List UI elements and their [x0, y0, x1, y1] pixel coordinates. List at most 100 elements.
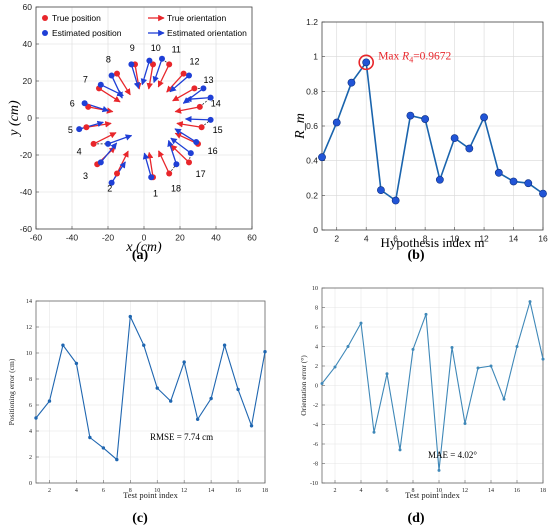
x-tick-label: 10: [436, 488, 442, 494]
data-point: [489, 364, 493, 368]
data-point: [155, 386, 159, 390]
x-tick-label: 8: [423, 234, 428, 244]
x-tick-label: 18: [540, 488, 546, 494]
y-tick-label: -20: [20, 150, 33, 160]
test-point-label: 13: [203, 75, 213, 85]
true-position-point: [114, 170, 120, 177]
x-axis-label: Test point index: [123, 490, 178, 500]
estimated-orientation-arrow: [167, 139, 178, 165]
y-tick-label: 10: [312, 286, 318, 292]
test-point-label: 11: [172, 44, 181, 54]
data-point: [128, 314, 132, 319]
max-annotation: Max R4=0.9672: [378, 50, 451, 64]
y-tick-label: 1: [313, 52, 318, 62]
x-axis-label: x (cm): [125, 240, 162, 255]
estimated-orientation-arrow: [142, 152, 152, 178]
y-tick-label: -2: [313, 403, 318, 409]
true-orientation-arrow: [174, 106, 200, 114]
x-tick-label: 12: [181, 488, 187, 494]
data-point: [541, 357, 545, 361]
estimated-orientation-arrow: [170, 137, 192, 154]
data-point: [515, 345, 519, 348]
plot-area: [36, 301, 265, 483]
estimated-position-point: [81, 100, 88, 107]
true-position-point: [198, 124, 205, 131]
data-point: [465, 144, 474, 153]
data-point: [377, 186, 385, 195]
true-position-point: [196, 103, 203, 110]
estimated-orientation-arrow: [152, 58, 163, 84]
true-position-point: [114, 70, 120, 77]
estimated-orientation-arrow: [169, 74, 190, 93]
x-tick-label: -40: [66, 233, 79, 243]
true-position-point: [83, 124, 90, 131]
estimated-orientation-arrow: [184, 115, 211, 123]
y-tick-label: 0.2: [306, 190, 318, 200]
data-point: [347, 78, 356, 87]
y-tick-label: 0.8: [306, 86, 318, 96]
true-orientation-arrow: [176, 121, 202, 128]
y-tick-label: 0: [315, 384, 318, 390]
data-point: [450, 345, 454, 349]
estimated-position-point: [186, 72, 192, 79]
legend-estimated-orientation-label: Estimated orientation: [167, 28, 247, 38]
estimated-position-point: [187, 150, 194, 157]
data-point: [480, 113, 488, 122]
estimated-position-point: [146, 57, 153, 64]
series-line: [321, 60, 544, 202]
legend-estimated-position-label: Estimated position: [52, 28, 122, 38]
x-tick-label: 4: [360, 488, 363, 494]
estimated-position-point: [97, 159, 104, 166]
estimated-orientation-arrow: [111, 75, 123, 99]
y-tick-label: 6: [315, 325, 318, 331]
y-tick-label: -40: [20, 187, 33, 197]
panel-b-hypothesis-plot: 2 4 6 8 10 12 14 16 0 0.2 0.4 0.6 0.8 1 1.2 Hypothesis …: [293, 17, 548, 250]
true-position-point: [191, 85, 198, 92]
test-point-label: 10: [151, 43, 161, 53]
data-point: [333, 365, 337, 369]
data-point: [61, 343, 65, 347]
x-tick-label: 12: [462, 488, 468, 494]
y-tick-label: 0: [313, 225, 318, 235]
data-point: [494, 168, 503, 177]
x-tick-label: 40: [211, 233, 221, 243]
data-point: [34, 416, 38, 420]
data-point: [528, 300, 532, 304]
estimated-position-point: [207, 116, 214, 123]
estimated-orientation-arrow: [130, 64, 141, 89]
data-point: [169, 399, 173, 403]
x-axis-label: Hypothesis index m: [381, 235, 485, 250]
legend-true-position-label: True position: [52, 13, 101, 23]
data-point: [424, 312, 428, 316]
metric-annotation: RMSE = 7.74 cm: [150, 432, 213, 442]
x-tick-label: 12: [479, 234, 489, 244]
test-point-label: 7: [83, 74, 88, 84]
true-orientation-arrow: [98, 87, 121, 103]
true-position-point: [166, 61, 173, 68]
x-tick-label: 10: [450, 234, 460, 244]
data-point: [398, 448, 402, 452]
true-position-point: [166, 170, 173, 177]
data-point: [249, 424, 254, 428]
true-orientation-arrow: [166, 73, 185, 93]
data-point: [406, 111, 415, 120]
y-axis-label: y (cm): [7, 100, 22, 138]
data-point: [463, 422, 467, 426]
data-point: [385, 372, 389, 376]
estimated-position-point: [76, 126, 83, 133]
estimated-position-point: [128, 61, 135, 68]
y-tick-label: 40: [23, 39, 33, 49]
data-point: [476, 366, 480, 370]
true-orientation-arrow: [93, 132, 117, 145]
test-point-label: 18: [171, 184, 181, 194]
data-point: [435, 175, 444, 184]
data-point: [524, 179, 533, 188]
data-point: [88, 435, 92, 440]
data-point: [437, 468, 441, 472]
x-tick-label: 60: [247, 233, 257, 243]
data-point: [509, 177, 518, 186]
test-point-label: 14: [211, 99, 221, 109]
test-point-label: 8: [106, 54, 111, 64]
y-tick-label: 0.6: [306, 121, 318, 131]
